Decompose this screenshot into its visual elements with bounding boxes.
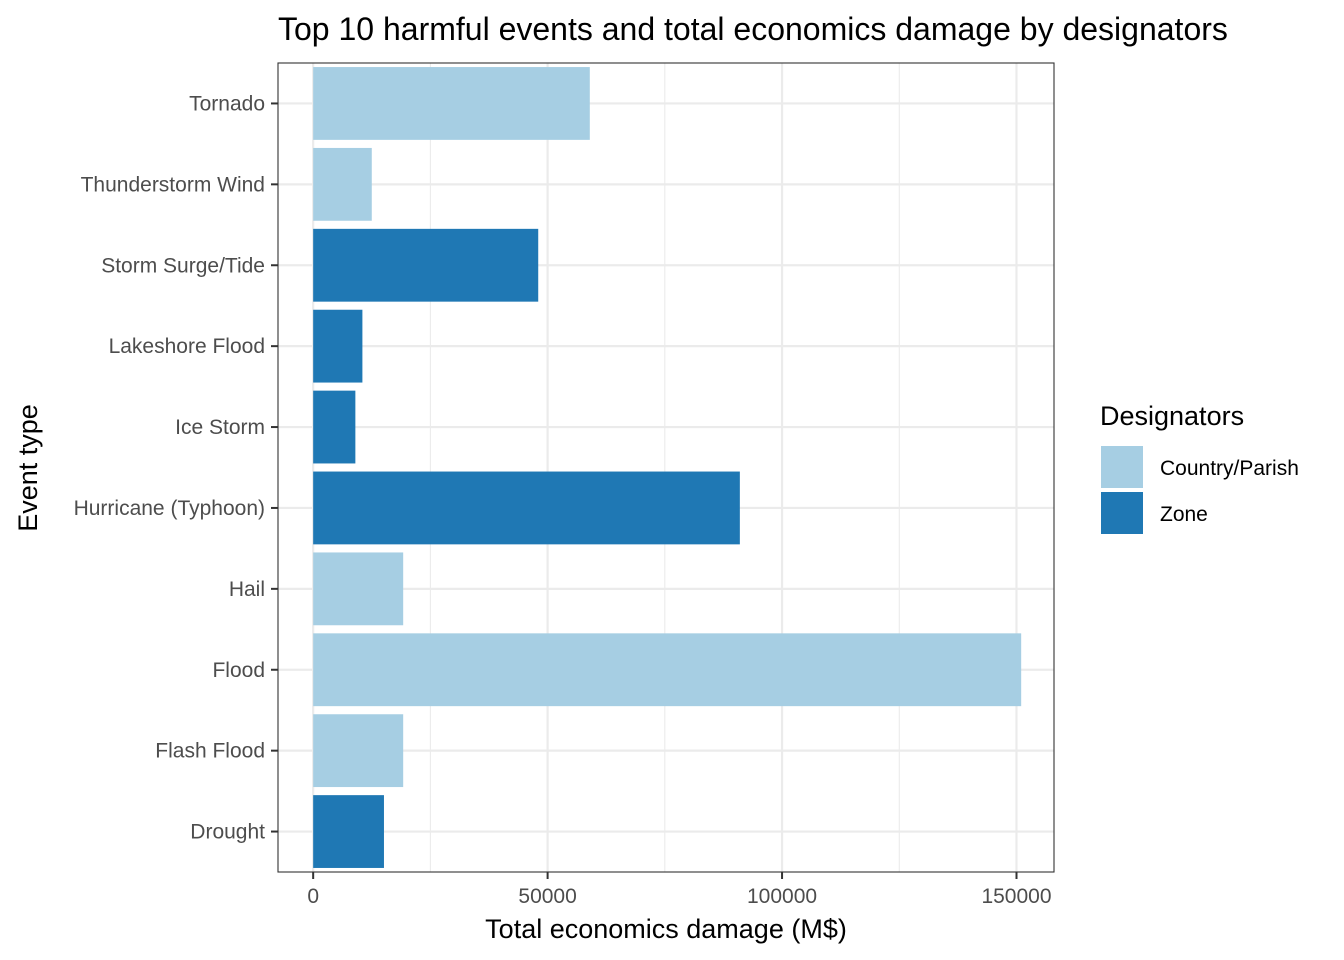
minor-gridlines (429, 63, 900, 872)
x-tick-label: 0 (307, 885, 319, 908)
y-tick-label: Lakeshore Flood (109, 335, 265, 358)
bar (313, 228, 539, 302)
legend-swatch (1101, 446, 1143, 488)
bar (313, 714, 404, 788)
plot-panel-border (277, 62, 1055, 873)
legend-label: Zone (1160, 503, 1208, 526)
bar (313, 67, 590, 140)
y-axis: Tornado Thunderstorm Wind Storm Surge/Tide… (74, 92, 278, 844)
y-tick-label: Thunderstorm Wind (81, 173, 265, 196)
y-tick-label: Tornado (189, 92, 265, 115)
x-axis-title: Total economics damage (M$) (485, 914, 847, 944)
plot-background (278, 63, 1054, 872)
bar (313, 390, 356, 464)
bar (313, 309, 363, 383)
bar (313, 471, 740, 545)
chart-title: Top 10 harmful events and total economic… (278, 11, 1228, 47)
y-tick-label: Storm Surge/Tide (101, 254, 265, 277)
plot-panel (278, 63, 1054, 872)
bar (313, 147, 372, 221)
y-tick-label: Ice Storm (175, 416, 265, 439)
legend-items: Country/Parish Zone (1101, 446, 1299, 534)
y-tick-label: Hail (229, 578, 265, 601)
bar (313, 552, 404, 626)
legend-label: Country/Parish (1160, 457, 1299, 480)
y-tick-label: Drought (190, 821, 265, 844)
x-tick-label: 50000 (518, 885, 576, 908)
y-tick-label: Hurricane (Typhoon) (74, 497, 265, 520)
legend: Designators Country/Parish Zone (1100, 401, 1299, 534)
x-tick-label: 150000 (981, 885, 1051, 908)
y-tick-label: Flash Flood (155, 740, 265, 763)
bar (313, 795, 384, 868)
x-axis: 0 50000 100000 150000 (307, 872, 1052, 908)
bars (313, 67, 1022, 868)
y-axis-title: Event type (13, 404, 43, 532)
y-tick-label: Flood (212, 659, 265, 682)
legend-title: Designators (1100, 401, 1244, 431)
legend-swatch (1101, 492, 1143, 534)
bar (313, 633, 1022, 707)
x-tick-label: 100000 (747, 885, 817, 908)
